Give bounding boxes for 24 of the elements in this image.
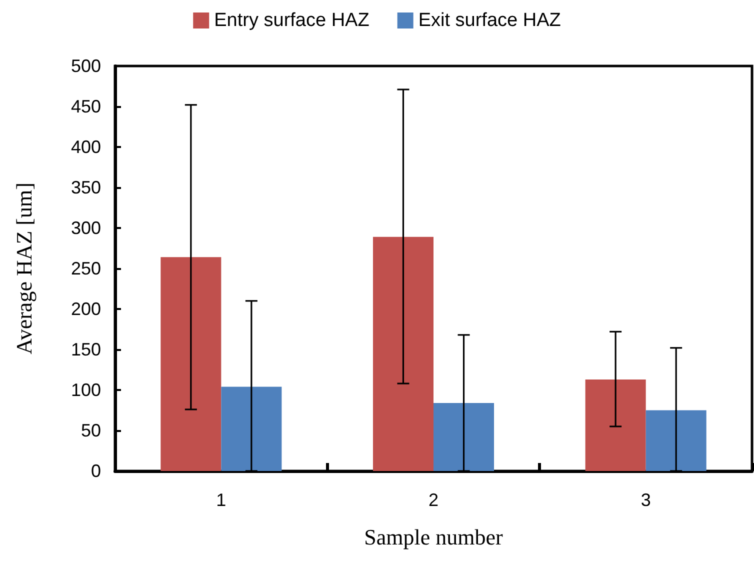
y-axis-title: Average HAZ [um] [12, 182, 36, 354]
bar [160, 257, 222, 471]
y-tick-label: 100 [70, 380, 101, 400]
x-tick-label: 2 [428, 490, 439, 510]
y-tick-label: 150 [70, 340, 101, 360]
bar [372, 236, 434, 471]
x-tick-label: 1 [216, 490, 226, 510]
y-tick-label: 250 [70, 258, 101, 278]
y-tick-label: 300 [70, 218, 101, 238]
bar [434, 402, 494, 471]
y-tick-label: 200 [70, 299, 101, 319]
bar [646, 410, 706, 471]
y-tick-label: 50 [80, 420, 101, 440]
y-tick-label: 0 [90, 461, 101, 481]
x-axis-title: Sample number [364, 524, 504, 550]
y-tick-label: 400 [70, 137, 101, 157]
legend-label: Entry surface HAZ [214, 10, 370, 31]
y-tick-label: 500 [70, 56, 101, 76]
legend-label: Exit surface HAZ [418, 10, 562, 31]
y-tick-label: 350 [70, 178, 101, 198]
y-tick-label: 450 [70, 96, 101, 116]
bar [585, 379, 646, 471]
x-tick-label: 3 [640, 490, 651, 510]
bar [221, 386, 282, 471]
